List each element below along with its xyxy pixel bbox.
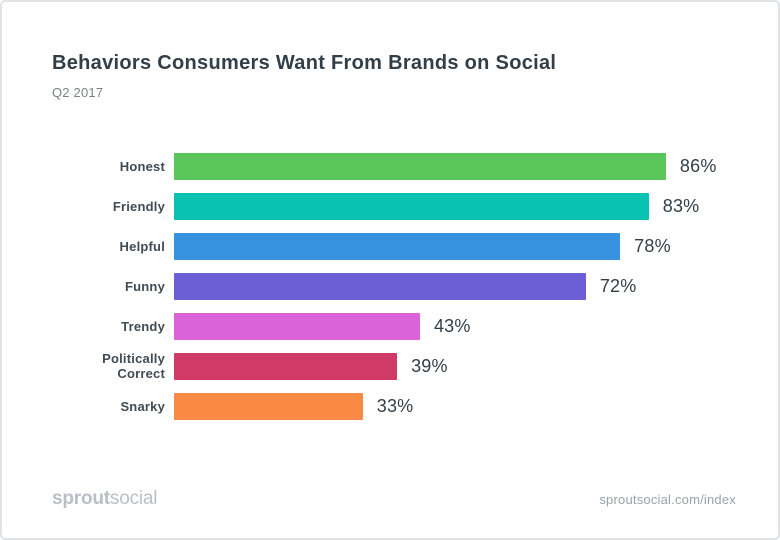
bar-value-label: 33% [376,395,414,416]
bar-segment [174,232,621,260]
bar-track: 72% [174,266,746,306]
bar-track: 83% [174,186,746,226]
bar-track: 39% [174,346,746,386]
bar-category-label: Honest [119,158,165,174]
bar-value-label: 78% [634,235,671,256]
bar-row: Snarky 33% [52,386,746,426]
chart-title: Behaviors Consumers Want From Brands on … [52,52,557,74]
chart-header: Behaviors Consumers Want From Brands on … [2,2,778,100]
bar-chart: Honest 86% Friendly 83% Helpful 78% Funny 72% Tr… [2,146,778,426]
bar-category-label: Funny [125,278,165,294]
bar-row: Funny 72% [52,266,746,306]
bar-row: Helpful 78% [52,226,746,266]
bar-segment [174,312,420,340]
bar-segment [174,352,398,380]
bar-category-label: Helpful [119,238,165,254]
bar-category-label: Friendly [112,198,165,214]
bar-row: Trendy 43% [52,306,746,346]
bar-track: 43% [174,306,746,346]
logo-text-sprout: sprout [52,488,110,509]
bar-value-label: 43% [433,315,471,336]
bar-row: Politically Correct 39% [52,346,746,386]
bar-segment [174,392,363,420]
bar-value-label: 86% [679,155,717,176]
bar-category-label: Trendy [121,318,165,334]
bar-track: 33% [174,386,746,426]
bar-value-label: 72% [599,275,637,296]
bar-value-label: 39% [411,355,448,376]
bar-value-label: 83% [662,195,700,216]
sproutsocial-logo: sproutsocial [52,488,157,510]
bar-category-label: Politically Correct [102,351,165,381]
logo-text-social: social [109,488,158,509]
bar-segment [174,272,586,300]
chart-subtitle: Q2 2017 [52,85,104,100]
bar-row: Friendly 83% [52,186,746,226]
chart-footer: sproutsocial sproutsocial.com/index [52,488,736,510]
bar-segment [174,152,666,180]
footer-url: sproutsocial.com/index [599,491,736,507]
bar-category-label: Snarky [120,398,165,414]
bar-row: Honest 86% [52,146,746,186]
bar-track: 86% [174,146,746,186]
bar-segment [174,192,649,220]
bar-track: 78% [174,226,746,266]
